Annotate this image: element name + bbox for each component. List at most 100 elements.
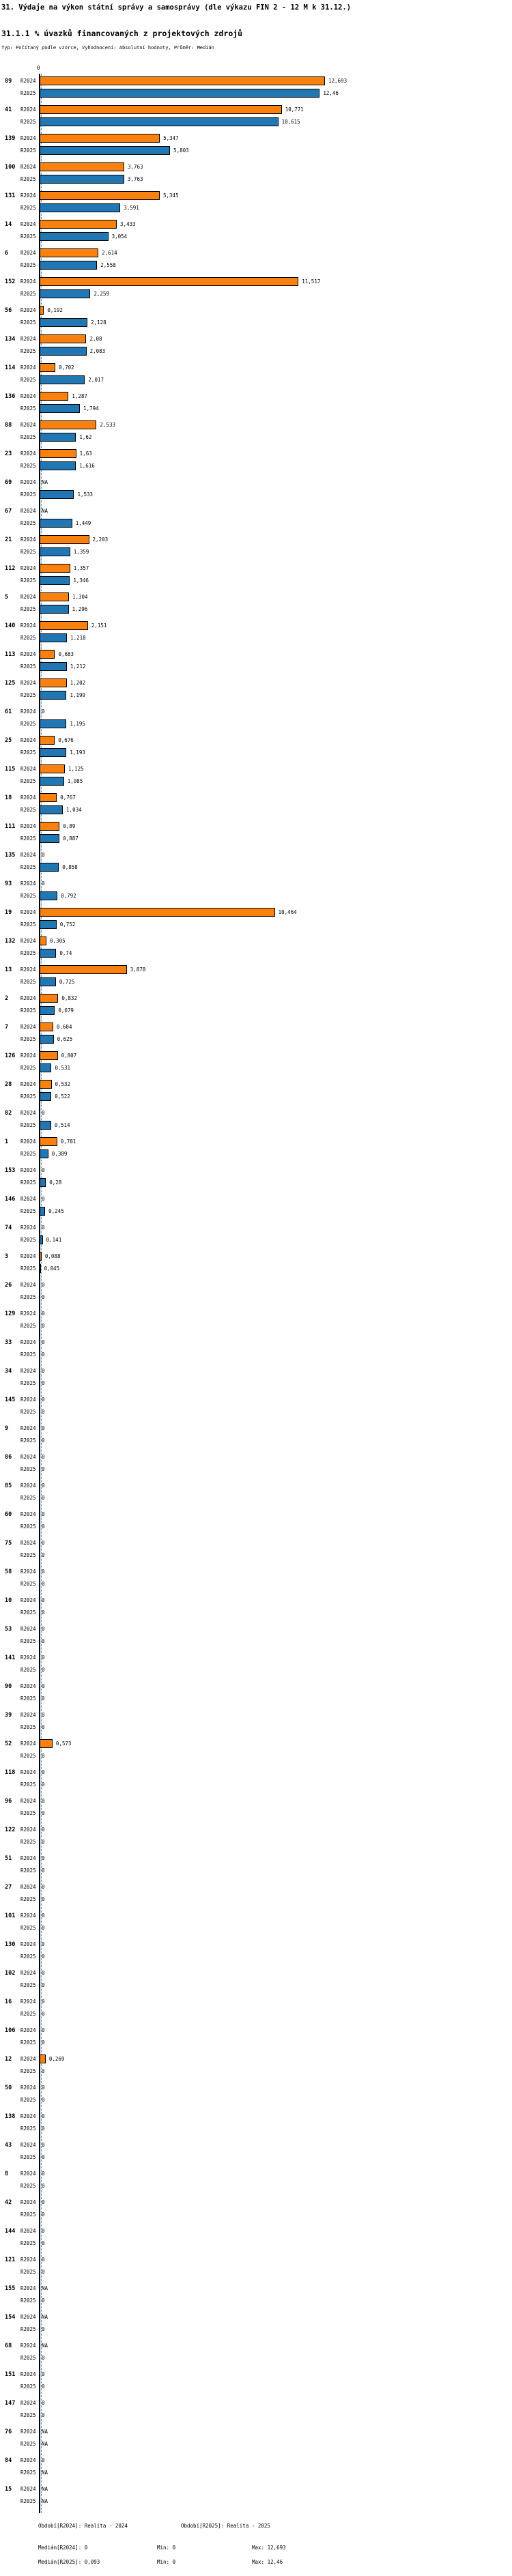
bar-r2025-7 [40, 1035, 54, 1044]
value-label-r2025-12: 0 [42, 2068, 45, 2074]
series-label-r2025-136: R2025 [20, 405, 36, 412]
series-label-r2025-39: R2025 [20, 1724, 36, 1730]
value-label-r2025-1: 0,389 [51, 1151, 68, 1157]
series-label-r2024-25: R2024 [20, 737, 36, 743]
series-label-r2024-85: R2024 [20, 1483, 36, 1489]
series-label-r2025-26: R2025 [20, 1294, 36, 1300]
bar-r2024-7 [40, 1022, 53, 1031]
value-label-r2025-15: NA [42, 2498, 48, 2504]
chart-meta-line: Typ: Počítaný podle vzorce, Vyhodnocení:… [1, 45, 214, 51]
series-label-r2025-33: R2025 [20, 1351, 36, 1358]
bar-r2024-132 [40, 936, 47, 945]
category-label-118: 118 [5, 1769, 16, 1776]
series-label-r2025-118: R2025 [20, 1781, 36, 1788]
value-label-r2025-93: 0,792 [61, 893, 76, 899]
category-label-69: 69 [5, 479, 12, 486]
series-label-r2025-146: R2025 [20, 1208, 36, 1214]
bar-r2025-21 [40, 547, 70, 556]
series-label-r2025-53: R2025 [20, 1638, 36, 1644]
value-label-r2025-82: 0,514 [54, 1122, 70, 1128]
value-label-r2024-115: 1,125 [68, 766, 84, 772]
value-label-r2025-122: 0 [42, 1839, 45, 1845]
value-label-r2024-68: NA [42, 2343, 48, 2349]
series-label-r2025-93: R2025 [20, 893, 36, 899]
series-label-r2024-60: R2024 [20, 1511, 36, 1517]
category-label-131: 131 [5, 192, 16, 199]
value-label-r2025-9: 0 [42, 1437, 45, 1444]
value-label-r2024-25: 0,676 [58, 737, 74, 743]
bar-r2025-126 [40, 1063, 52, 1072]
bar-r2025-111 [40, 834, 60, 843]
series-label-r2024-96: R2024 [20, 1798, 36, 1804]
value-label-r2024-60: 0 [42, 1511, 45, 1517]
value-label-r2025-152: 2,259 [94, 291, 109, 297]
category-label-90: 90 [5, 1683, 12, 1690]
series-label-r2024-16: R2024 [20, 1999, 36, 2005]
series-label-r2024-8: R2024 [20, 2171, 36, 2177]
bar-r2024-125 [40, 678, 67, 687]
bar-r2024-113 [40, 650, 55, 659]
series-label-r2024-41: R2024 [20, 106, 36, 113]
value-label-r2024-86: 0 [42, 1454, 45, 1460]
value-label-r2025-151: 0 [42, 2384, 45, 2390]
category-label-27: 27 [5, 1884, 12, 1891]
category-label-135: 135 [5, 852, 16, 859]
series-label-r2025-130: R2025 [20, 1954, 36, 1960]
series-label-r2025-112: R2025 [20, 577, 36, 584]
series-label-r2024-67: R2024 [20, 508, 36, 514]
series-label-r2024-126: R2024 [20, 1053, 36, 1059]
bar-r2025-69 [40, 490, 74, 499]
value-label-r2024-61: 0 [42, 709, 45, 715]
series-label-r2024-153: R2024 [20, 1167, 36, 1173]
series-label-r2025-1: R2025 [20, 1151, 36, 1157]
value-label-r2024-131: 5,345 [163, 192, 179, 199]
category-label-74: 74 [5, 1225, 12, 1231]
axis-tick-zero: 0 [37, 65, 40, 71]
series-label-r2025-121: R2025 [20, 2269, 36, 2275]
series-label-r2025-125: R2025 [20, 692, 36, 698]
series-label-r2025-141: R2025 [20, 1667, 36, 1673]
series-label-r2025-9: R2025 [20, 1437, 36, 1444]
value-label-r2025-102: 0 [42, 1982, 45, 1988]
value-label-r2025-10: 0 [42, 1609, 45, 1616]
category-label-33: 33 [5, 1339, 12, 1346]
category-label-132: 132 [5, 938, 16, 945]
series-label-r2024-138: R2024 [20, 2113, 36, 2119]
value-label-r2024-21: 2,203 [92, 536, 109, 543]
series-label-r2024-106: R2024 [20, 2027, 36, 2033]
category-label-56: 56 [5, 307, 12, 314]
value-label-r2024-96: 0 [42, 1798, 45, 1804]
bar-r2024-140 [40, 621, 88, 630]
series-label-r2024-145: R2024 [20, 1397, 36, 1403]
category-label-89: 89 [5, 78, 12, 85]
value-label-r2024-153: 0 [42, 1167, 45, 1173]
value-label-r2025-16: 0 [42, 2011, 45, 2017]
category-label-125: 125 [5, 680, 16, 687]
bar-r2025-131 [40, 203, 121, 212]
bar-r2025-93 [40, 891, 58, 900]
series-label-r2024-15: R2024 [20, 2486, 36, 2492]
footer-min-2024: Min: 0 [157, 2545, 176, 2551]
series-label-r2024-152: R2024 [20, 278, 36, 285]
bar-r2024-6 [40, 248, 99, 257]
bar-r2025-152 [40, 289, 91, 298]
value-label-r2024-2: 0,832 [61, 995, 77, 1001]
value-label-r2024-53: 0 [42, 1626, 45, 1632]
value-label-r2024-152: 11,517 [302, 278, 321, 285]
value-label-r2024-154: NA [42, 2314, 48, 2320]
bar-r2024-89 [40, 76, 325, 85]
page-title: 31. Výdaje na výkon státní správy a samo… [1, 3, 352, 12]
bar-r2025-61 [40, 719, 67, 728]
category-label-155: 155 [5, 2285, 16, 2292]
bar-r2024-1 [40, 1137, 57, 1146]
series-label-r2024-88: R2024 [20, 422, 36, 428]
category-label-147: 147 [5, 2400, 16, 2407]
bar-r2024-13 [40, 965, 127, 974]
value-label-r2024-100: 3,763 [127, 164, 143, 170]
series-label-r2025-135: R2025 [20, 864, 36, 870]
series-label-r2024-139: R2024 [20, 135, 36, 141]
series-label-r2024-19: R2024 [20, 909, 36, 915]
bar-r2025-139 [40, 146, 171, 155]
bar-r2025-136 [40, 404, 81, 413]
value-label-r2025-43: 0 [42, 2154, 45, 2160]
